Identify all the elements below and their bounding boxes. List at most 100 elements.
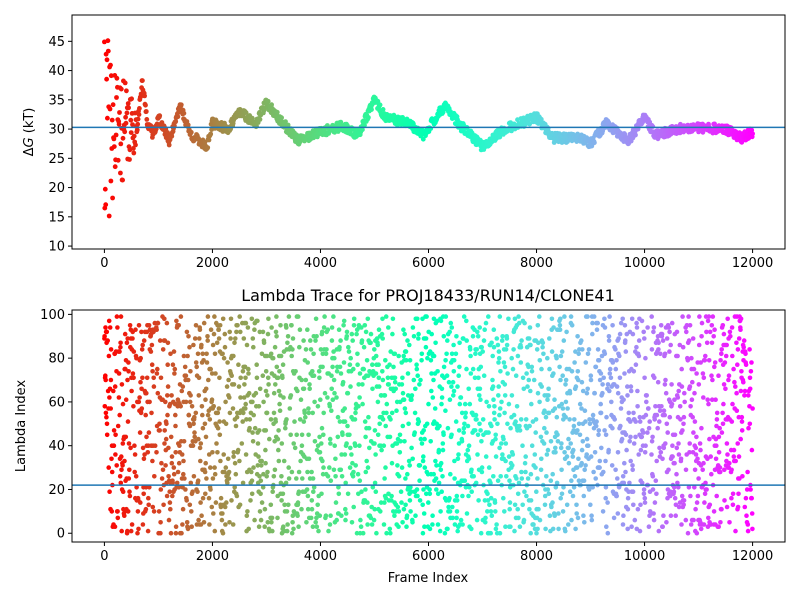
x-tick-label: 12000 xyxy=(732,256,773,271)
y-tick-label: 30 xyxy=(48,123,65,138)
data-point xyxy=(269,520,274,525)
data-point xyxy=(493,526,499,532)
data-point xyxy=(525,384,530,389)
data-point xyxy=(627,439,632,444)
data-point xyxy=(345,390,351,396)
data-point xyxy=(115,515,121,521)
data-point xyxy=(694,434,699,440)
data-point xyxy=(122,458,127,464)
data-point xyxy=(440,441,446,446)
data-point xyxy=(595,347,601,352)
data-point xyxy=(746,393,751,398)
data-point xyxy=(240,419,245,424)
data-point xyxy=(499,338,505,343)
data-point xyxy=(151,384,157,389)
data-point xyxy=(489,513,495,518)
data-point xyxy=(399,382,405,387)
data-point xyxy=(281,524,286,529)
data-point xyxy=(279,498,284,503)
data-point xyxy=(494,522,499,527)
data-point xyxy=(389,493,394,499)
data-point xyxy=(547,513,553,518)
data-point xyxy=(445,425,451,431)
data-point xyxy=(449,432,454,438)
data-point xyxy=(461,336,466,341)
data-point xyxy=(742,388,748,394)
data-point xyxy=(638,502,643,508)
data-point xyxy=(159,476,165,481)
data-point xyxy=(206,137,212,143)
data-point xyxy=(545,397,550,403)
data-point xyxy=(445,526,450,532)
data-point xyxy=(448,471,453,477)
data-point xyxy=(558,445,564,451)
data-point xyxy=(592,450,598,455)
data-point xyxy=(353,410,358,416)
data-point xyxy=(249,469,254,475)
data-point xyxy=(662,412,667,418)
data-point xyxy=(376,375,382,381)
data-point xyxy=(126,441,132,446)
data-point xyxy=(702,491,708,497)
data-point xyxy=(502,410,507,416)
data-point xyxy=(554,355,559,361)
data-point xyxy=(620,474,626,479)
data-point xyxy=(347,362,353,368)
data-point xyxy=(167,500,173,505)
data-point xyxy=(221,355,227,361)
data-point xyxy=(113,132,119,138)
data-point xyxy=(138,500,143,505)
data-point xyxy=(128,528,134,534)
data-point xyxy=(149,362,155,368)
data-point xyxy=(211,511,216,516)
data-point xyxy=(421,487,426,492)
data-point xyxy=(102,404,108,409)
top-y-axis-label: ΔG (kT) xyxy=(22,108,37,157)
data-point xyxy=(255,318,260,324)
data-point xyxy=(506,454,512,459)
data-point xyxy=(130,371,136,376)
data-point xyxy=(139,386,144,392)
data-point xyxy=(596,432,601,438)
data-point xyxy=(733,384,738,389)
data-point xyxy=(169,460,175,466)
data-point xyxy=(645,325,650,330)
data-point xyxy=(263,428,269,433)
data-point xyxy=(416,419,422,424)
data-point xyxy=(622,323,628,328)
data-point xyxy=(132,443,137,449)
data-point xyxy=(580,347,585,352)
data-point xyxy=(106,465,111,470)
data-point xyxy=(497,134,503,140)
data-point xyxy=(511,412,517,418)
data-point xyxy=(667,349,672,354)
data-point xyxy=(447,509,453,514)
data-point xyxy=(108,406,113,411)
data-point xyxy=(727,520,732,525)
data-point xyxy=(507,500,513,505)
data-point xyxy=(408,509,413,514)
data-point xyxy=(712,360,718,365)
data-point xyxy=(488,480,493,486)
data-point xyxy=(656,340,661,346)
data-point xyxy=(372,441,377,446)
data-point xyxy=(112,384,118,389)
data-point xyxy=(390,316,396,322)
data-point xyxy=(437,528,443,534)
data-point xyxy=(363,329,369,335)
data-point xyxy=(144,390,149,396)
data-point xyxy=(558,495,563,501)
data-point xyxy=(652,417,657,422)
data-point xyxy=(505,371,510,376)
data-point xyxy=(473,351,478,357)
data-point xyxy=(200,412,205,418)
data-point xyxy=(549,349,555,354)
data-point xyxy=(242,382,247,387)
data-point xyxy=(278,353,284,359)
data-point xyxy=(702,500,707,505)
data-point xyxy=(157,113,163,119)
data-point xyxy=(231,450,237,455)
data-point xyxy=(334,369,340,374)
data-point xyxy=(329,408,334,414)
data-point xyxy=(559,401,565,407)
